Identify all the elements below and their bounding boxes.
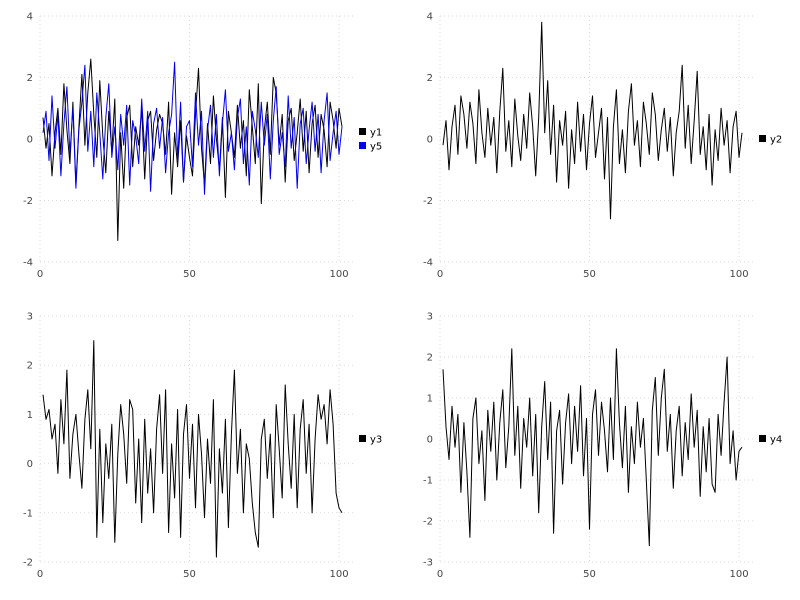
y-tick-label: -4 — [23, 258, 33, 269]
legend-swatch-y4 — [759, 435, 766, 442]
y-tick-label: -2 — [423, 196, 433, 207]
series-line-y4 — [442, 348, 743, 547]
x-tick-label: 100 — [730, 569, 749, 580]
x-tick-label: 0 — [37, 569, 43, 580]
y-tick-label: 2 — [427, 73, 433, 84]
y-tick-label: 0 — [427, 135, 433, 146]
legend-swatch-y3 — [359, 435, 366, 442]
series-line-y3 — [42, 340, 343, 558]
y-tick-label: 2 — [27, 73, 33, 84]
legend-label-y2: y2 — [770, 135, 782, 146]
y-tick-label: 4 — [427, 12, 433, 23]
y-tick-label: 3 — [427, 312, 433, 323]
y-tick-label: 0 — [27, 135, 33, 146]
chart-svg: -4 -2 0 2 4 0 50 100 y1 y5 — [23, 12, 382, 281]
x-tick-label: 0 — [437, 569, 443, 580]
y-tick-label: 1 — [427, 394, 433, 405]
y-tick-label: -2 — [23, 196, 33, 207]
y-tick-label: 2 — [427, 353, 433, 364]
y-tick-label: -2 — [23, 558, 33, 569]
y-tick-label: -3 — [423, 558, 433, 569]
chart-svg: -3 -2 -1 0 1 2 3 0 50 100 y4 — [423, 312, 782, 581]
legend-label-y4: y4 — [770, 435, 782, 446]
x-tick-label: 0 — [37, 269, 43, 280]
legend-swatch-y1 — [359, 128, 366, 135]
chart-y4: -3 -2 -1 0 1 2 3 0 50 100 y4 — [400, 300, 800, 600]
x-tick-label: 0 — [437, 269, 443, 280]
legend-swatch-y2 — [759, 135, 766, 142]
y-tick-label: -1 — [423, 476, 433, 487]
y-tick-label: 3 — [27, 312, 33, 323]
legend-label-y5: y5 — [370, 142, 382, 153]
chart-y2: -4 -2 0 2 4 0 50 100 y2 — [400, 0, 800, 300]
y-tick-label: 1 — [27, 410, 33, 421]
x-tick-label: 100 — [330, 569, 349, 580]
y-tick-label: -4 — [423, 258, 433, 269]
series-line-y5 — [42, 61, 343, 195]
y-tick-label: 0 — [427, 435, 433, 446]
series-line-y2 — [442, 21, 743, 220]
chart-svg: -2 -1 0 1 2 3 0 50 100 y3 — [23, 312, 382, 581]
legend-label-y1: y1 — [370, 128, 382, 139]
x-tick-label: 100 — [330, 269, 349, 280]
chart-y1-y5: -4 -2 0 2 4 0 50 100 y1 y5 — [0, 0, 400, 300]
legend-swatch-y5 — [359, 142, 366, 149]
chart-y3: -2 -1 0 1 2 3 0 50 100 y3 — [0, 300, 400, 600]
y-tick-label: 0 — [27, 459, 33, 470]
y-tick-label: -1 — [23, 508, 33, 519]
x-tick-label: 100 — [730, 269, 749, 280]
chart-svg: -4 -2 0 2 4 0 50 100 y2 — [423, 12, 782, 281]
x-tick-label: 50 — [183, 269, 196, 280]
x-tick-label: 50 — [583, 269, 596, 280]
legend-label-y3: y3 — [370, 435, 382, 446]
x-tick-label: 50 — [583, 569, 596, 580]
series-line-y1 — [42, 58, 343, 241]
x-tick-label: 50 — [183, 569, 196, 580]
y-tick-label: 4 — [27, 12, 33, 23]
y-tick-label: 2 — [27, 361, 33, 372]
y-tick-label: -2 — [423, 517, 433, 528]
